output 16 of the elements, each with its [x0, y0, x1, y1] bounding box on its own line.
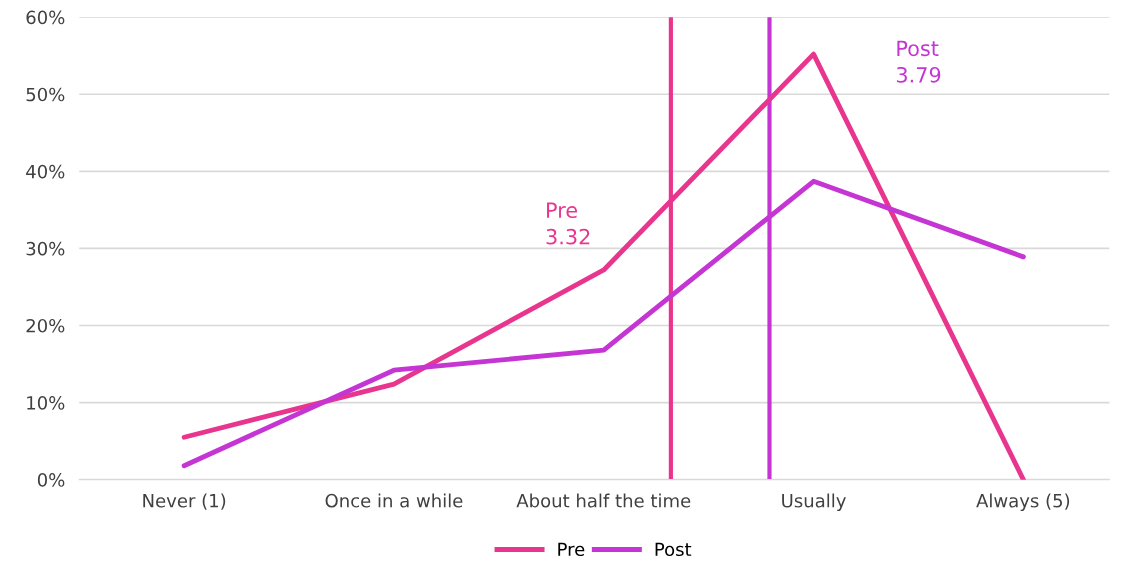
legend-label: Pre	[558, 542, 585, 557]
y-tick-label: 50%	[26, 87, 65, 102]
x-tick-label: Once in a while	[325, 493, 463, 508]
ref-line-label: Post 3.79	[896, 40, 941, 83]
ref-line-label: Pre 3.32	[546, 202, 590, 245]
y-tick-label: 40%	[26, 164, 65, 179]
legend-label: Post	[655, 542, 692, 557]
y-tick-label: 20%	[26, 318, 65, 333]
x-tick-label: About half the time	[516, 493, 691, 508]
x-tick-label: Never (1)	[143, 493, 226, 510]
y-tick-label: 30%	[26, 241, 65, 256]
x-tick-label: Always (5)	[976, 493, 1070, 511]
y-tick-label: 0%	[37, 473, 65, 487]
y-tick-label: 10%	[27, 396, 65, 410]
y-tick-label: 60%	[26, 10, 65, 25]
x-tick-label: Usually	[782, 493, 846, 511]
